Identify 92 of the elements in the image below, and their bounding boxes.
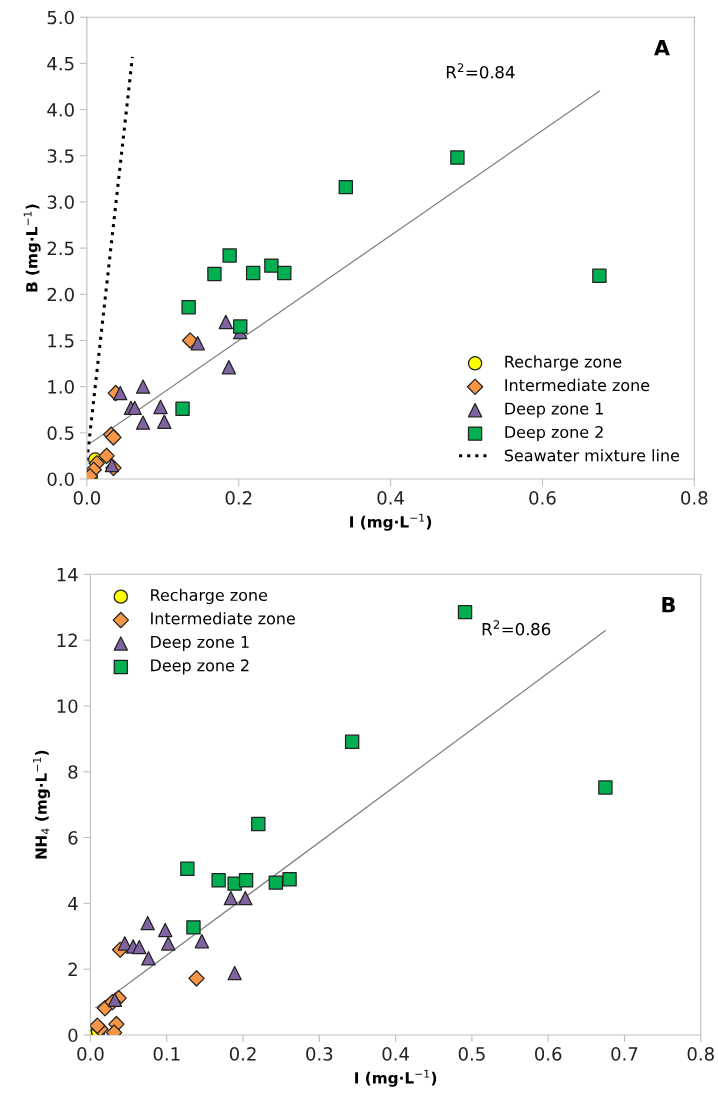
point [153, 399, 168, 415]
point [251, 816, 266, 832]
y-tick-label: 3.0 [47, 195, 74, 210]
y-tick-label: 1.5 [48, 334, 74, 348]
point [238, 873, 254, 888]
point [245, 265, 261, 281]
point [457, 604, 473, 620]
point [188, 970, 205, 987]
x-tick-label: 0.4 [377, 491, 404, 505]
y-tick-label: 2.5 [47, 241, 74, 256]
x-tick-label: 0.0 [77, 1047, 104, 1061]
legend-label: Intermediate zone [151, 612, 295, 625]
x-tick-label: 0.4 [382, 1047, 409, 1061]
x-tick-label: 0.5 [458, 1047, 485, 1061]
point [107, 992, 123, 1007]
point [104, 457, 120, 473]
legend-label: Deep zone 1 [151, 636, 249, 652]
point [238, 890, 253, 906]
point [98, 447, 115, 465]
x-tick-label: 0.2 [229, 1047, 256, 1061]
point [227, 965, 242, 981]
point [598, 780, 613, 795]
y-axis-title: B (mg·L$^{−1}$) [23, 204, 41, 292]
point [141, 951, 156, 966]
y-tick-label: 1.0 [48, 380, 74, 394]
y-tick-label: 6 [68, 831, 78, 845]
y-axis-title: NH$_{4}$ (mg·L$^{−1}$) [33, 750, 50, 859]
x-tick-label: 0.6 [535, 1047, 562, 1061]
legend-label: Deep zone 2 [505, 425, 603, 442]
point [194, 933, 210, 949]
point [233, 319, 248, 334]
annotation: R$^{2}$=0.86 [482, 620, 551, 636]
point [221, 360, 237, 375]
point [140, 915, 155, 931]
point [127, 400, 142, 416]
point [268, 875, 284, 890]
legend-label: Deep zone 1 [505, 402, 603, 418]
x-tick-label: 0.2 [225, 491, 252, 505]
point [282, 872, 297, 887]
legend-label: Deep zone 2 [151, 659, 249, 675]
y-tick-label: 12 [57, 633, 77, 647]
y-tick-label: 4 [68, 897, 78, 911]
point [211, 873, 226, 888]
point [592, 268, 607, 284]
point [218, 314, 234, 330]
x-tick-label: 0.3 [306, 1047, 333, 1061]
point [157, 414, 172, 429]
y-tick-label: 8 [68, 765, 78, 779]
legend-label: Intermediate zone [505, 378, 650, 392]
x-tick-label: 0.6 [529, 491, 556, 505]
legend-label: Recharge zone [505, 355, 622, 371]
y-tick-label: 0.5 [47, 426, 74, 440]
point [161, 936, 176, 951]
point [175, 401, 190, 416]
point [135, 379, 151, 394]
x-tick-label: 0.1 [153, 1047, 180, 1061]
x-tick-label: 0.7 [611, 1047, 638, 1061]
point [113, 385, 128, 401]
x-axis-title: I (mg·L$^{−1}$) [355, 1069, 437, 1087]
y-tick-label: 2.0 [47, 287, 74, 302]
point [222, 248, 237, 263]
point [450, 150, 465, 165]
y-tick-label: 4.0 [47, 103, 74, 117]
x-tick-label: 0.8 [681, 491, 708, 505]
annotation: A [653, 40, 670, 56]
point [207, 266, 222, 282]
y-tick-label: 0.0 [47, 472, 74, 487]
point [180, 861, 195, 877]
point [181, 299, 196, 315]
point [186, 920, 201, 935]
y-tick-label: 4.5 [47, 57, 74, 71]
point [338, 179, 354, 195]
legend-label: Recharge zone [151, 588, 268, 605]
point [344, 734, 360, 750]
x-tick-label: 0.8 [687, 1047, 714, 1061]
point [132, 939, 147, 955]
y-tick-label: 0 [68, 1028, 78, 1043]
point [264, 258, 279, 273]
point [190, 335, 205, 351]
point [277, 265, 292, 281]
y-tick-label: 5.0 [47, 10, 74, 25]
legend-label: Seawater mixture line [504, 449, 680, 462]
x-axis-title: I (mg·L$^{−1}$) [350, 513, 432, 531]
y-tick-label: 2 [68, 962, 77, 977]
y-tick-label: 10 [57, 699, 78, 714]
point [223, 890, 239, 906]
point [135, 415, 151, 430]
point [158, 922, 173, 938]
annotation: R$^{2}$=0.84 [446, 63, 515, 79]
y-tick-label: 3.5 [47, 149, 74, 163]
annotation: B [662, 597, 675, 613]
y-tick-label: 14 [57, 568, 78, 582]
